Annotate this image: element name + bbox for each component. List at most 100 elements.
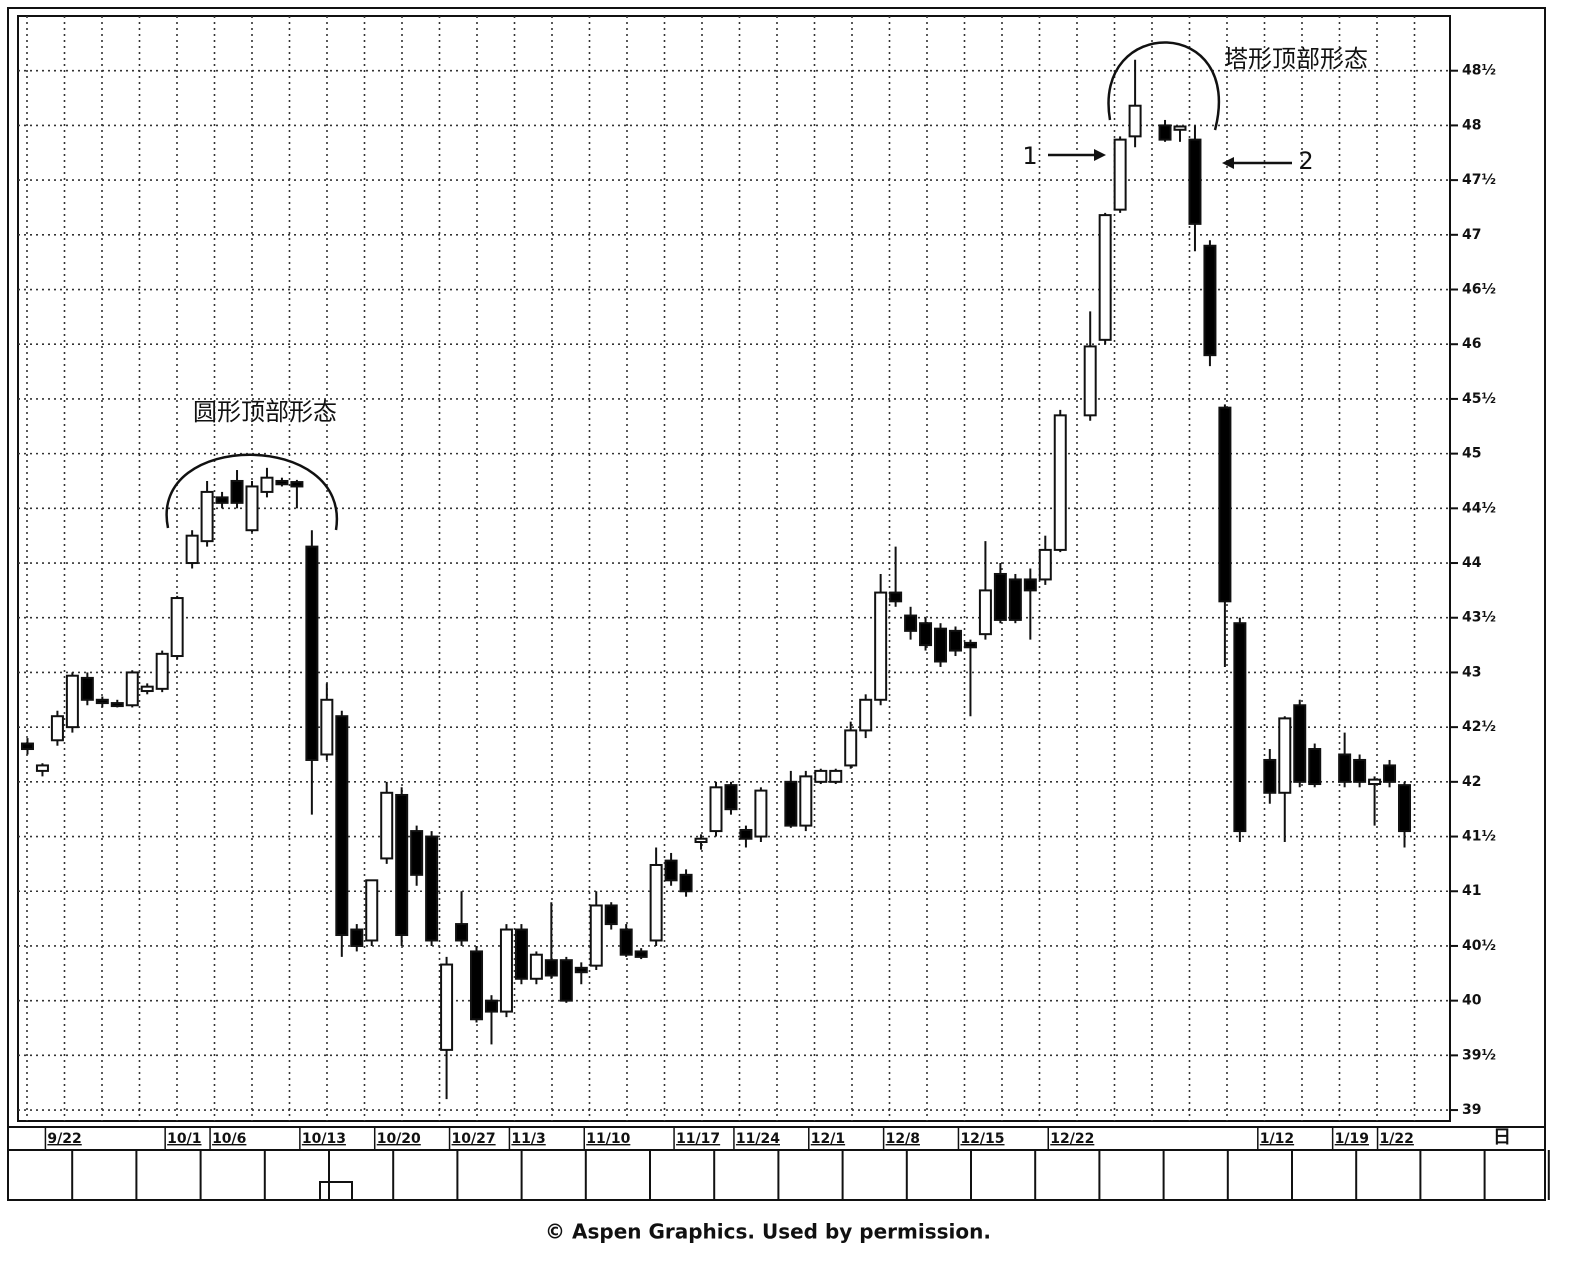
x-tick-label: 1/12 [1260,1131,1294,1147]
candle-body [335,715,349,937]
candle-body [574,966,588,974]
candle-body [978,589,992,636]
annotation: 塔形顶部形态 [1224,45,1368,73]
candle-body [919,622,933,647]
y-tick-label: 43 [1462,664,1481,680]
candle-body [440,963,454,1051]
candle-body [739,828,753,840]
candle-body [889,591,903,603]
y-tick-label: 42½ [1462,719,1496,735]
candle-body [65,674,79,729]
footer-credit: © Aspen Graphics. Used by permission. [545,1220,991,1244]
annotation: 2 [1298,147,1313,175]
candle-body [155,652,169,690]
candle-body [470,950,484,1021]
y-tick-label: 45 [1462,446,1481,462]
candle-body [859,698,873,732]
candle-body [395,793,409,937]
x-tick-label: 10/13 [302,1131,346,1147]
x-tick-label: 1/19 [1335,1131,1369,1147]
candle-body [544,959,558,977]
x-tick-label: 11/10 [586,1131,630,1147]
candle-body [619,928,633,956]
candle-body [170,597,184,658]
y-tick-label: 47½ [1462,172,1496,188]
candle-body [1038,548,1052,581]
candle-body [1263,758,1277,794]
candle-body [1128,104,1142,138]
candle-body [1368,778,1382,786]
candle-body [709,786,723,833]
candle-body [844,729,858,767]
candle-body [1083,345,1097,417]
y-tick-label: 39½ [1462,1047,1496,1063]
candle-body [948,629,962,652]
x-tick-label: 12/15 [960,1131,1004,1147]
y-tick-label: 39 [1462,1102,1481,1118]
candle-body [754,789,768,838]
candle-body [724,784,738,811]
candle-body [185,534,199,565]
candle-body [1053,414,1067,551]
candle-body [305,545,319,761]
candle-body [634,950,648,958]
y-tick-label: 42 [1462,774,1481,790]
outer-frame [7,7,1546,1201]
candle-body [1173,125,1187,131]
annotation: 圆形顶部形态 [193,398,337,426]
candle-body [290,481,304,488]
candle-body [1398,784,1412,833]
rounded-top-arc [165,453,339,531]
x-tick-label: 10/1 [167,1131,201,1147]
candle-body [649,863,663,942]
x-tick-label: 10/27 [452,1131,496,1147]
x-tick-label: 9/22 [47,1131,81,1147]
volume-cells [7,1150,1550,1200]
candle-body [455,923,469,942]
candle-body [50,715,64,742]
candle-body [664,859,678,882]
candle-body [814,769,828,783]
candle-body [410,830,424,876]
y-tick-label: 40½ [1462,938,1496,954]
candle-body [215,496,229,504]
x-tick-label: 12/8 [886,1131,920,1147]
candle-body [694,837,708,844]
x-tick-label: 10/6 [212,1131,246,1147]
arrow-2-head [1222,157,1234,169]
candle-body [484,999,498,1013]
grid [18,16,1450,1121]
y-tick-label: 43½ [1462,610,1496,626]
candle-body [140,685,154,693]
candle-body [380,791,394,860]
candle-body [20,742,34,751]
x-tick-label: 12/1 [811,1131,845,1147]
x-tick-label: 11/17 [676,1131,720,1147]
candle-body [110,702,124,708]
x-tick-label: 1/22 [1380,1131,1414,1147]
candle-body [1113,138,1127,211]
y-tick-label: 46 [1462,336,1481,352]
candle-body [1278,717,1292,794]
candle-body [1218,406,1232,603]
candle-body [1293,704,1307,783]
candle-body [874,591,888,701]
tower-top-arc [1107,41,1221,131]
candle-body [350,928,364,947]
candle-body [1383,764,1397,783]
candle-body [784,780,798,827]
candle-body [1308,748,1322,786]
y-tick-label: 46½ [1462,282,1496,298]
y-tick-label: 48 [1462,117,1481,133]
candle-body [320,698,334,756]
candle-body [425,835,439,942]
x-tick-label: 11/24 [736,1131,780,1147]
candle-body [829,769,843,783]
y-tick-label: 41 [1462,883,1481,899]
candle-body [260,476,274,493]
candle-body [934,627,948,663]
candle-body [1158,124,1172,141]
plot-frame [17,15,1451,1122]
y-tick-label: 44 [1462,555,1482,571]
